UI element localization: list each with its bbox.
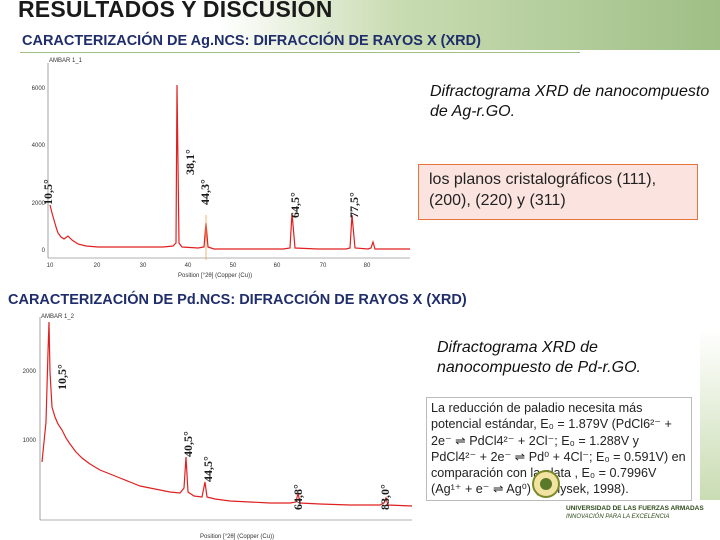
logo-text: UNIVERSIDAD DE LAS FUERZAS ARMADAS	[566, 505, 704, 512]
spectrum-line	[49, 84, 410, 250]
x-tick-label: 30	[140, 263, 147, 269]
description: Difractograma XRD de nanocompuesto de Pd…	[437, 339, 641, 376]
section-heading: CARACTERIZACIÓN DE Pd.NCS: DIFRACCIÓN DE…	[8, 292, 467, 308]
x-tick-label: 80	[364, 263, 371, 269]
plot-bg	[28, 55, 413, 280]
section-heading: CARACTERIZACIÓN DE Ag.NCS: DIFRACCIÓN DE…	[22, 33, 481, 49]
peak-label: 64,8°	[291, 484, 305, 510]
logo-tagline: INNOVACIÓN PARA LA EXCELENCIA	[566, 514, 670, 520]
x-tick-label: 20	[94, 263, 101, 269]
logo-emblem	[532, 470, 560, 498]
sample-label: AMBAR 1_2	[41, 314, 75, 320]
peak-label: 10,5°	[41, 179, 55, 205]
sample-label: AMBAR 1_1	[49, 58, 83, 64]
x-tick-label: 50	[230, 263, 237, 269]
peak-label: 83,0°	[378, 484, 392, 510]
y-tick-label: 0	[42, 248, 46, 254]
note-box: los planos cristalográficos (111), (200)…	[418, 164, 698, 220]
peak-label: 64,5°	[288, 192, 302, 218]
x-axis-label: Position [°2θ] (Copper (Cu))	[200, 534, 274, 540]
y-tick-label: 2000	[23, 369, 37, 375]
x-tick-label: 10	[47, 263, 54, 269]
xrd-pd-plot: AMBAR 1_2 2000 1000 Position [°2θ] (Copp…	[0, 312, 418, 540]
y-tick-label: 2000	[32, 201, 46, 207]
x-axis-label: Position [°2θ] (Copper (Cu))	[178, 273, 252, 279]
slide-title: RESULTADOS Y DISCUSIÓN	[18, 0, 333, 22]
spectrum-line	[41, 321, 413, 507]
x-tick-label: 60	[274, 263, 281, 269]
emblem-core	[540, 478, 552, 490]
description: Difractograma XRD de nanocompuesto de Ag…	[430, 83, 710, 120]
plot-bg	[0, 312, 418, 540]
note-box: La reducción de paladio necesita más pot…	[426, 397, 692, 501]
peak-label: 44,3°	[198, 179, 212, 205]
peak-label: 38,1°	[183, 149, 197, 175]
peak-label: 40,5°	[181, 431, 195, 457]
xrd-ag-plot: AMBAR 1_1 6000 4000 2000 0 10 20 30 40 5…	[28, 55, 413, 280]
peak-label: 44,5°	[201, 456, 215, 482]
x-tick-label: 70	[320, 263, 327, 269]
peak-label: 10,5°	[55, 364, 69, 390]
x-tick-label: 40	[185, 263, 192, 269]
heading-rule	[20, 52, 580, 53]
y-tick-label: 4000	[32, 143, 46, 149]
header-band	[220, 0, 720, 50]
peak-label: 77,5°	[347, 192, 361, 218]
y-tick-label: 6000	[32, 86, 46, 92]
side-band	[700, 330, 720, 500]
y-tick-label: 1000	[23, 438, 37, 444]
